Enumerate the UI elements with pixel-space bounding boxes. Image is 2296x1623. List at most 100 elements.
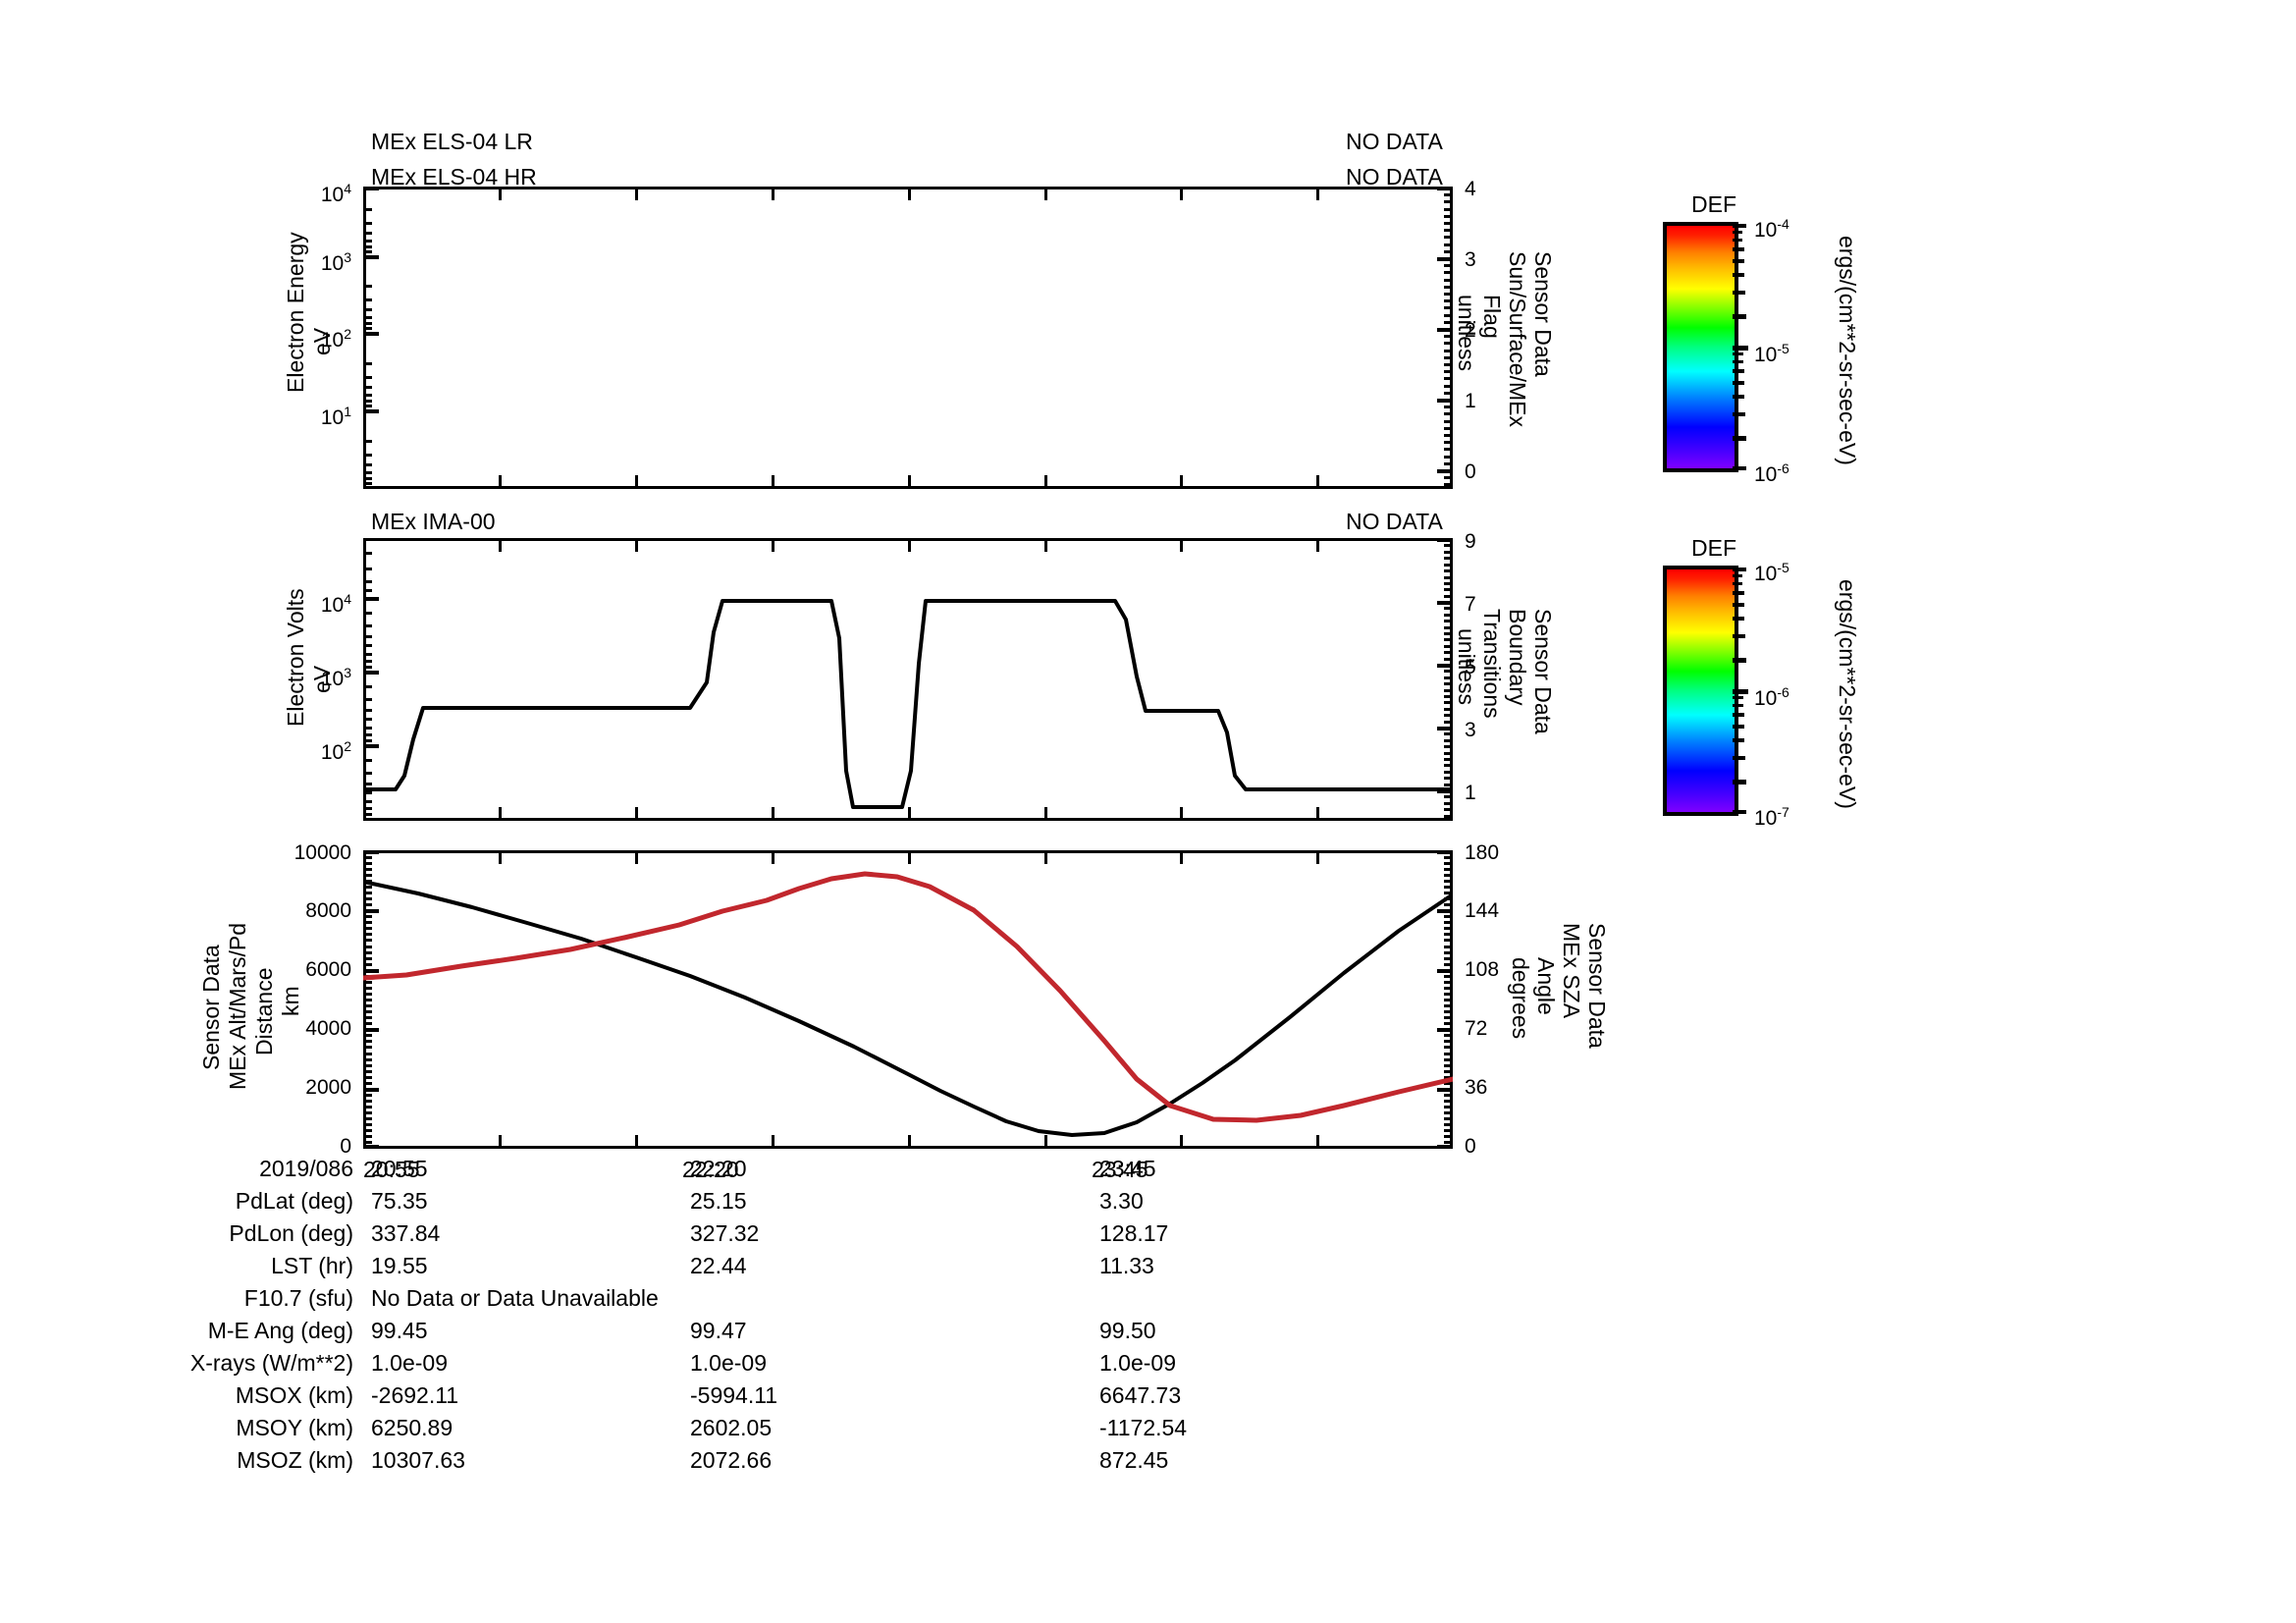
table-row-key: PdLon (deg) (229, 1220, 353, 1246)
panel-ima-ytick-1e4: 104 (320, 591, 351, 617)
table-row: LST (hr) 19.55 22.44 11.33 (0, 1251, 1472, 1280)
table-row: MSOY (km) 6250.89 2602.05 -1172.54 (0, 1413, 1472, 1442)
table-cell: 6250.89 (371, 1415, 454, 1440)
panel-ima-right-axis-title-l2: Boundary (1505, 609, 1530, 705)
table-row: MSOX (km) -2692.11 -5994.11 6647.73 (0, 1380, 1472, 1410)
panel-els-y2tick-1: 1 (1465, 390, 1476, 412)
panel-ima-right-axis-title-l1: Sensor Data (1530, 609, 1556, 734)
table-cell: 1.0e-09 (690, 1350, 768, 1376)
panel-ephem-left-axis-unit: km (278, 986, 303, 1016)
table-row-key: LST (hr) (271, 1253, 353, 1278)
table-cell: 1.0e-09 (371, 1350, 449, 1376)
colorbar-2-gradient (1667, 569, 1735, 812)
panel-ephem-ticks-and-traces (363, 850, 1453, 1149)
panel-ima-trace-label: MEx IMA-00 (371, 509, 496, 534)
panel-ima-right-axis-title-l3: Transitions (1479, 609, 1505, 719)
axis-title-line: Sensor Data (1530, 251, 1556, 377)
table-cell: 22:20 (690, 1156, 747, 1181)
table-row-key: MSOX (km) (235, 1382, 353, 1408)
colorbar-2-units: ergs/(cm**2-sr-sec-eV) (1835, 579, 1860, 809)
axis-title-line: Distance (251, 967, 277, 1055)
panel-ephem-sza-trace (363, 871, 1453, 1123)
axis-title-line: MEx Alt/Mars/Pd (225, 923, 250, 1090)
panel-ephem-y2tick-36: 36 (1465, 1076, 1488, 1099)
axis-unit-line: degrees (1508, 957, 1533, 1040)
colorbar-1-gradient (1667, 226, 1735, 468)
table-cell: 99.47 (690, 1318, 747, 1343)
table-row: PdLat (deg) 75.35 25.15 3.30 (0, 1186, 1472, 1216)
panel-ephem-right-axis-unit: degrees (1508, 957, 1533, 1039)
time-tick-label-end: 23:45 (1092, 1157, 1148, 1182)
table-cell: 99.45 (371, 1318, 428, 1343)
colorbar-1-tick-bottom: 10-6 (1754, 460, 1789, 486)
axis-title-line: Sun/Surface/MEx (1505, 251, 1530, 427)
panel-els-right-axis-title-l2: Sun/Surface/MEx (1505, 251, 1530, 427)
panel-ephem-y2tick-0: 0 (1465, 1135, 1476, 1158)
axis-title-line: Sensor Data (1530, 609, 1556, 734)
table-cell: 2602.05 (690, 1415, 773, 1440)
table-row-key: PdLat (deg) (235, 1188, 353, 1214)
table-row-key: MSOZ (km) (237, 1447, 353, 1473)
colorbar-2 (1663, 566, 1738, 816)
table-row-key: F10.7 (sfu) (243, 1285, 353, 1311)
table-row: MSOZ (km) 10307.63 2072.66 872.45 (0, 1445, 1472, 1475)
colorbar-1-tick-top: 10-4 (1754, 216, 1789, 242)
panel-els-y2tick-4: 4 (1465, 178, 1476, 200)
axis-unit-line: km (278, 986, 303, 1016)
panel-ephem-ytick-4000: 4000 (305, 1017, 351, 1040)
panel-els-status-hr: NO DATA (1346, 164, 1443, 189)
table-row: X-rays (W/m**2) 1.0e-09 1.0e-09 1.0e-09 (0, 1348, 1472, 1378)
table-cell: 25.15 (690, 1188, 747, 1214)
colorbar-units-text: ergs/(cm**2-sr-sec-eV) (1835, 579, 1860, 809)
panel-els-right-axis-title-l3: Flag (1479, 295, 1505, 339)
panel-ima-ytick-1e3: 103 (320, 665, 351, 690)
panel-ephem-y2tick-72: 72 (1465, 1017, 1488, 1040)
panel-ephem-altitude-trace (363, 880, 1453, 1137)
colorbar-units-text: ergs/(cm**2-sr-sec-eV) (1835, 236, 1860, 465)
table-cell: 1.0e-09 (1099, 1350, 1177, 1376)
panel-ima-boundary-trace (363, 599, 1453, 809)
table-row-key: M-E Ang (deg) (207, 1318, 353, 1343)
axis-unit-line: unitless (1454, 628, 1479, 705)
time-tick-label-start: 20:55 (363, 1157, 420, 1182)
panel-els-ytick-1e3: 103 (320, 249, 351, 275)
colorbar-1 (1663, 222, 1738, 472)
table-row: M-E Ang (deg) 99.45 99.47 99.50 (0, 1316, 1472, 1345)
colorbar-2-label: DEF (1691, 535, 1736, 561)
colorbar-1-tick-mid: 10-5 (1754, 341, 1789, 366)
table-cell: -5994.11 (690, 1382, 778, 1408)
panel-ephem-left-axis-title-l2: MEx Alt/Mars/Pd (225, 923, 250, 1090)
axis-title-line: Boundary (1505, 609, 1530, 706)
panel-ima-ticks-and-trace (363, 538, 1453, 821)
colorbar-1-ticks (1733, 224, 1748, 470)
panel-els-ytick-1e4: 104 (320, 181, 351, 206)
panel-ephem-right-axis-title-l3: Angle (1533, 957, 1559, 1015)
panel-ima-status: NO DATA (1346, 509, 1443, 534)
axis-title-line: Transitions (1479, 609, 1505, 719)
table-cell: -1172.54 (1099, 1415, 1188, 1440)
table-cell: 128.17 (1099, 1220, 1169, 1246)
table-cell: 11.33 (1099, 1253, 1154, 1278)
panel-els-y2tick-0: 0 (1465, 460, 1476, 483)
panel-ephem-left-axis-title-l1: Sensor Data (198, 945, 224, 1070)
table-cell: 327.32 (690, 1220, 760, 1246)
table-cell: 10307.63 (371, 1447, 465, 1473)
table-row-key: 2019/086 (259, 1156, 353, 1181)
table-cell: 20:55 (371, 1156, 428, 1181)
panel-els-plot-area (363, 187, 1453, 489)
table-cell: 99.50 (1099, 1318, 1156, 1343)
panel-els-right-axis-unit: unitless (1454, 295, 1479, 371)
panel-ima-y2tick-7: 7 (1465, 593, 1476, 616)
panel-els-y2tick-2: 2 (1465, 319, 1476, 342)
panel-ima-y2tick-5: 5 (1465, 656, 1476, 678)
table-cell: 75.35 (371, 1188, 428, 1214)
panel-els-ticks (363, 187, 1453, 489)
table-row-key: X-rays (W/m**2) (189, 1350, 353, 1376)
panel-ima-ytick-1e2: 102 (320, 738, 351, 764)
panel-els-y2tick-3: 3 (1465, 248, 1476, 271)
panel-els-ytick-1e2: 102 (320, 326, 351, 352)
panel-els-status-lr: NO DATA (1346, 129, 1443, 154)
panel-ephem-y2tick-180: 180 (1465, 841, 1500, 864)
panel-ephem-right-axis-title-l2: MEx SZA (1559, 923, 1584, 1018)
